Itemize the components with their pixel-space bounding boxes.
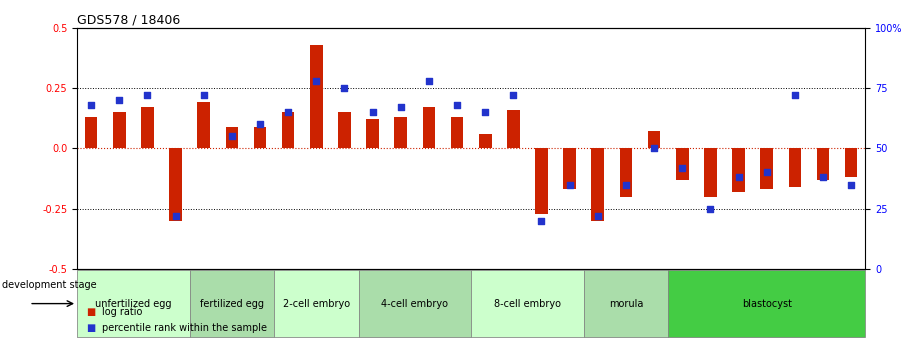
Text: 8-cell embryo: 8-cell embryo — [494, 299, 561, 308]
Bar — [668, 270, 865, 337]
Point — [281, 109, 295, 115]
Point — [169, 213, 183, 219]
Bar — [507, 110, 520, 148]
Bar — [359, 270, 471, 337]
Bar — [788, 148, 801, 187]
Bar — [113, 112, 126, 148]
Point — [843, 182, 858, 187]
Text: ■: ■ — [86, 307, 95, 317]
Point — [225, 134, 239, 139]
Bar — [583, 270, 668, 337]
Text: 2-cell embryo: 2-cell embryo — [283, 299, 350, 308]
Bar — [366, 119, 379, 148]
Bar — [564, 148, 576, 189]
Bar — [648, 131, 660, 148]
Point — [563, 182, 577, 187]
Text: 4-cell embryo: 4-cell embryo — [381, 299, 448, 308]
Text: log ratio: log ratio — [102, 307, 143, 317]
Bar — [620, 148, 632, 197]
Bar — [732, 148, 745, 192]
Bar — [816, 148, 829, 180]
Bar — [141, 107, 154, 148]
Bar — [338, 112, 351, 148]
Bar — [85, 117, 98, 148]
Point — [337, 85, 352, 91]
Bar — [676, 148, 689, 180]
Point — [647, 146, 661, 151]
Text: morula: morula — [609, 299, 643, 308]
Text: GDS578 / 18406: GDS578 / 18406 — [77, 13, 180, 27]
Text: ■: ■ — [86, 323, 95, 333]
Bar — [310, 45, 323, 148]
Point — [731, 175, 746, 180]
Bar — [844, 148, 857, 177]
Bar — [394, 117, 407, 148]
Point — [140, 92, 155, 98]
Bar — [450, 117, 463, 148]
Bar — [198, 102, 210, 148]
Text: percentile rank within the sample: percentile rank within the sample — [102, 323, 267, 333]
Point — [759, 170, 774, 175]
Point — [815, 175, 830, 180]
Point — [619, 182, 633, 187]
Point — [309, 78, 323, 83]
Point — [787, 92, 802, 98]
Text: development stage: development stage — [2, 280, 96, 289]
Point — [535, 218, 549, 224]
Point — [393, 105, 408, 110]
Text: fertilized egg: fertilized egg — [200, 299, 264, 308]
Point — [197, 92, 211, 98]
Bar — [254, 127, 266, 148]
Point — [365, 109, 380, 115]
Bar — [282, 112, 294, 148]
Bar — [189, 270, 274, 337]
Point — [478, 109, 493, 115]
Bar — [479, 134, 492, 148]
Bar — [471, 270, 583, 337]
Bar — [169, 148, 182, 221]
Text: blastocyst: blastocyst — [742, 299, 792, 308]
Bar — [760, 148, 773, 189]
Point — [253, 121, 267, 127]
Point — [591, 213, 605, 219]
Text: unfertilized egg: unfertilized egg — [95, 299, 171, 308]
Bar — [274, 270, 359, 337]
Point — [421, 78, 436, 83]
Point — [675, 165, 689, 170]
Point — [506, 92, 521, 98]
Bar — [535, 148, 548, 214]
Bar — [226, 127, 238, 148]
Bar — [77, 270, 189, 337]
Point — [703, 206, 718, 211]
Point — [84, 102, 99, 108]
Point — [112, 97, 127, 103]
Bar — [422, 107, 435, 148]
Bar — [592, 148, 604, 221]
Bar — [704, 148, 717, 197]
Point — [449, 102, 464, 108]
